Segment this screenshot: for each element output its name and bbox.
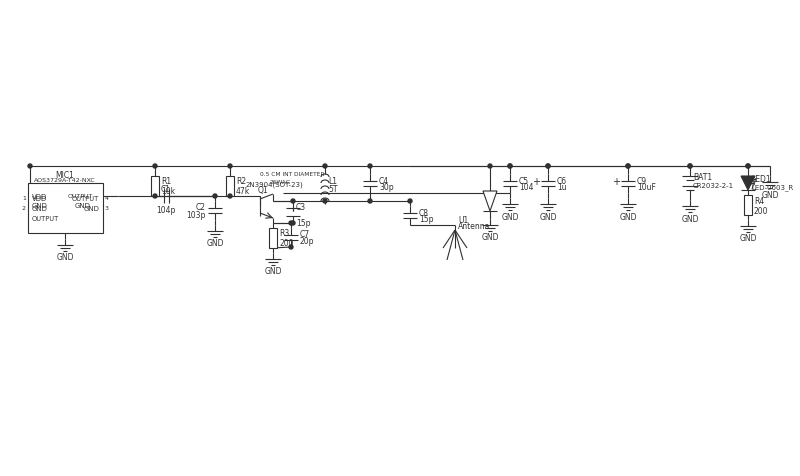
Text: LED-0603_R: LED-0603_R [751, 184, 794, 191]
Circle shape [546, 165, 550, 169]
Text: GND: GND [682, 214, 698, 223]
Text: GND: GND [739, 234, 757, 243]
Text: 2: 2 [22, 206, 26, 211]
Text: C5: C5 [519, 176, 529, 185]
Circle shape [488, 165, 492, 169]
Bar [269, 228, 277, 248]
Text: GND: GND [264, 267, 282, 276]
Bar [28, 184, 103, 234]
Circle shape [228, 195, 232, 198]
Text: C1: C1 [161, 184, 171, 193]
Text: 200: 200 [754, 206, 769, 215]
Text: 10k: 10k [161, 187, 175, 196]
Text: C9: C9 [637, 176, 647, 185]
Circle shape [368, 199, 372, 204]
Text: 1u: 1u [557, 183, 566, 192]
Circle shape [408, 199, 412, 204]
Text: Antenna: Antenna [458, 222, 490, 231]
Text: GND: GND [539, 212, 557, 221]
Bar [226, 177, 234, 197]
Circle shape [291, 199, 295, 204]
Text: OUTPUT: OUTPUT [32, 216, 59, 221]
Text: C6: C6 [557, 176, 567, 185]
Bar [151, 177, 159, 197]
Text: L1: L1 [328, 177, 337, 186]
Circle shape [688, 165, 692, 169]
Text: 10uF: 10uF [637, 183, 656, 192]
Text: 26WAG: 26WAG [270, 179, 291, 184]
Text: MIC1: MIC1 [55, 171, 74, 180]
Circle shape [289, 246, 293, 249]
Text: 3: 3 [105, 206, 109, 211]
Text: R2: R2 [236, 177, 246, 186]
Text: C7: C7 [300, 230, 310, 239]
Circle shape [546, 165, 550, 169]
Text: GND: GND [206, 239, 224, 248]
Circle shape [289, 221, 293, 226]
Text: 104: 104 [519, 183, 534, 192]
Circle shape [153, 165, 157, 169]
Circle shape [323, 199, 327, 204]
Circle shape [291, 221, 295, 226]
Circle shape [746, 165, 750, 169]
Text: 30p: 30p [379, 183, 394, 192]
Text: GND: GND [32, 203, 48, 208]
Text: 15p: 15p [296, 218, 310, 228]
Text: U1: U1 [458, 216, 468, 225]
Circle shape [28, 165, 32, 169]
Text: GND: GND [75, 203, 91, 208]
Text: CR2032-2-1: CR2032-2-1 [693, 183, 734, 188]
Text: 1: 1 [22, 196, 26, 201]
Text: GND: GND [32, 206, 48, 211]
Text: GND: GND [619, 212, 637, 221]
Text: VDD: VDD [32, 194, 47, 199]
Text: C3: C3 [296, 202, 306, 211]
Text: C8: C8 [419, 208, 429, 217]
Text: 200: 200 [279, 239, 294, 248]
Text: GND: GND [502, 212, 518, 221]
Bar [744, 196, 752, 216]
Text: R1: R1 [161, 177, 171, 186]
Text: 104p: 104p [156, 206, 176, 215]
Text: 20p: 20p [300, 237, 314, 246]
Text: 2N3904(SOT-23): 2N3904(SOT-23) [246, 181, 304, 188]
Polygon shape [483, 192, 497, 211]
Text: R4: R4 [754, 196, 764, 205]
Circle shape [368, 165, 372, 169]
Text: AOS3729A-T42-NXC: AOS3729A-T42-NXC [34, 178, 96, 183]
Text: Q1: Q1 [258, 186, 269, 195]
Text: GND: GND [56, 253, 74, 262]
Circle shape [626, 165, 630, 169]
Polygon shape [741, 177, 755, 190]
Circle shape [213, 195, 217, 198]
Circle shape [153, 195, 157, 198]
Text: BAT1: BAT1 [693, 173, 712, 182]
Text: 15p: 15p [419, 215, 434, 224]
Text: GND: GND [83, 206, 99, 211]
Text: OUTPUT: OUTPUT [72, 196, 99, 201]
Circle shape [228, 165, 232, 169]
Circle shape [508, 165, 512, 169]
Text: LED1: LED1 [751, 175, 770, 184]
Text: 103p: 103p [186, 210, 206, 219]
Text: R3: R3 [279, 229, 290, 238]
Text: +: + [532, 177, 540, 187]
Text: GND: GND [482, 233, 498, 242]
Text: VDD: VDD [32, 196, 47, 201]
Text: 5T: 5T [328, 184, 338, 193]
Text: 4: 4 [105, 196, 109, 201]
Text: 0.5 CM INT DIAMETER: 0.5 CM INT DIAMETER [260, 172, 325, 177]
Text: C2: C2 [196, 203, 206, 212]
Circle shape [688, 165, 692, 169]
Text: 47k: 47k [236, 187, 250, 196]
Text: +: + [612, 177, 620, 187]
Circle shape [626, 165, 630, 169]
Circle shape [508, 165, 512, 169]
Circle shape [323, 165, 327, 169]
Text: GND: GND [762, 190, 778, 199]
Text: C4: C4 [379, 176, 389, 185]
Circle shape [746, 165, 750, 169]
Text: OUTPUT: OUTPUT [68, 194, 94, 199]
